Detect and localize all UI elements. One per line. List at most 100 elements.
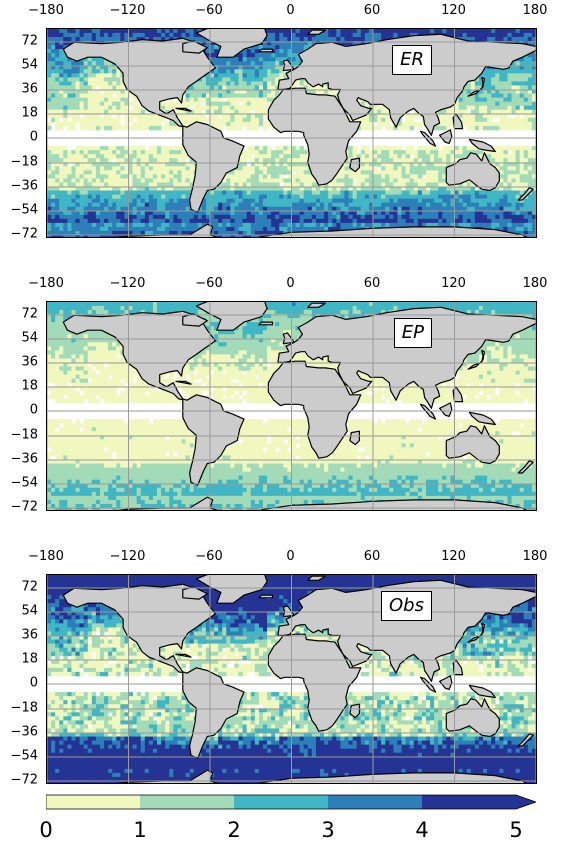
field-cell — [47, 53, 52, 58]
field-cell — [136, 117, 142, 123]
field-cell — [132, 97, 138, 103]
field-cell — [55, 194, 60, 200]
field-cell — [368, 117, 374, 123]
field-cell — [104, 186, 109, 191]
field-cell — [230, 73, 235, 78]
field-cell — [59, 235, 64, 237]
field-cell — [393, 214, 398, 220]
field-cell — [336, 89, 341, 94]
field-cell — [287, 198, 292, 204]
field-cell — [59, 186, 64, 191]
field-cell — [287, 45, 292, 50]
field-cell — [132, 186, 138, 191]
field-cell — [185, 174, 191, 179]
field-cell — [71, 77, 76, 82]
field-cell — [381, 190, 386, 195]
field-cell — [234, 222, 239, 228]
field-cell — [381, 174, 386, 179]
field-cell — [59, 226, 64, 232]
field-cell — [226, 61, 231, 66]
field-cell — [205, 194, 211, 200]
field-cell — [291, 41, 296, 46]
field-cell — [124, 182, 129, 187]
field-cell — [71, 222, 76, 228]
field-cell — [373, 29, 378, 34]
field-cell — [442, 198, 447, 204]
field-cell — [381, 206, 386, 212]
field-cell — [377, 117, 382, 123]
field-cell — [222, 77, 227, 82]
field-cell — [144, 29, 150, 34]
field-cell — [320, 85, 325, 90]
field-cell — [63, 121, 68, 127]
field-cell — [377, 158, 382, 163]
field-cell — [430, 170, 435, 175]
field-cell — [438, 29, 443, 34]
field-cell — [442, 222, 447, 228]
field-cell — [99, 117, 105, 123]
field-cell — [246, 89, 252, 94]
field-cell — [124, 206, 129, 212]
field-cell — [238, 235, 244, 237]
field-cell — [128, 230, 133, 236]
field-cell — [108, 113, 113, 119]
field-cell — [226, 81, 231, 86]
field-cell — [336, 174, 341, 179]
field-cell — [128, 29, 133, 34]
field-cell — [177, 109, 182, 115]
field-cell — [140, 109, 146, 115]
field-cell — [373, 206, 378, 212]
field-cell — [124, 162, 129, 167]
field-cell — [413, 182, 419, 187]
field-cell — [218, 235, 223, 237]
field-cell — [364, 154, 370, 159]
field-cell — [279, 162, 284, 167]
field-cell — [71, 206, 76, 212]
field-cell — [99, 73, 105, 78]
field-cell — [377, 210, 382, 216]
field-cell — [377, 146, 382, 151]
field-cell — [405, 222, 411, 228]
field-cell — [303, 174, 309, 179]
field-cell — [238, 226, 244, 232]
field-cell — [409, 194, 415, 200]
field-cell — [267, 97, 272, 103]
field-cell — [165, 166, 170, 171]
field-cell — [303, 202, 309, 208]
field-cell — [148, 182, 154, 187]
field-cell — [364, 170, 370, 175]
field-cell — [275, 89, 280, 94]
field-cell — [205, 109, 211, 115]
field-cell — [430, 214, 435, 220]
field-cell — [438, 154, 443, 159]
field-cell — [205, 105, 211, 111]
field-cell — [287, 158, 292, 163]
field-cell — [409, 29, 415, 34]
field-cell — [262, 73, 268, 78]
field-cell — [83, 162, 89, 167]
field-cell — [51, 61, 56, 66]
field-cell — [336, 202, 341, 208]
field-cell — [218, 190, 223, 195]
field-cell — [165, 29, 170, 34]
field-cell — [352, 218, 358, 224]
field-cell — [425, 174, 431, 179]
field-cell — [87, 121, 93, 127]
field-cell — [185, 101, 191, 107]
field-cell — [112, 97, 117, 103]
field-cell — [79, 101, 85, 107]
field-cell — [67, 194, 72, 200]
field-cell — [148, 202, 154, 208]
field-cell — [238, 218, 244, 224]
field-cell — [95, 154, 101, 159]
field-cell — [238, 69, 244, 74]
field-cell — [344, 174, 349, 179]
field-cell — [59, 178, 64, 183]
field-cell — [226, 89, 231, 94]
field-cell — [165, 121, 170, 127]
field-cell — [104, 210, 109, 216]
field-cell — [352, 32, 358, 38]
field-cell — [144, 150, 150, 155]
field-cell — [368, 222, 374, 228]
field-cell — [55, 178, 60, 183]
